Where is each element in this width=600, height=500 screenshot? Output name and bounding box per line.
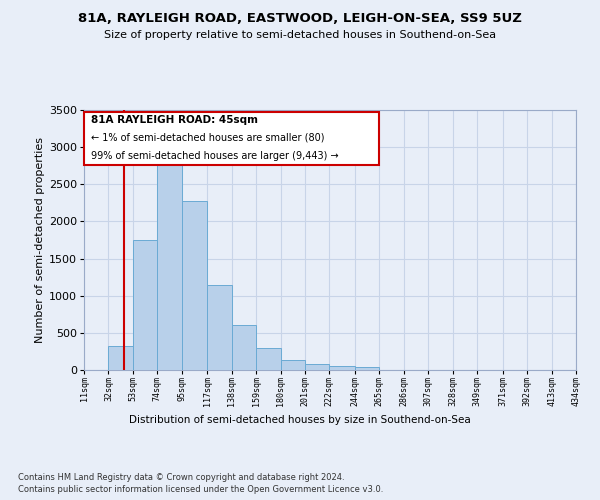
Bar [182,202,207,370]
Y-axis label: Number of semi-detached properties: Number of semi-detached properties [35,137,45,343]
Text: ← 1% of semi-detached houses are smaller (80): ← 1% of semi-detached houses are smaller… [91,132,325,142]
Bar [207,284,232,370]
Bar [355,366,379,370]
Bar [305,364,329,370]
Bar [232,326,256,370]
Bar [157,153,182,370]
Bar [109,346,133,370]
Text: Contains HM Land Registry data © Crown copyright and database right 2024.: Contains HM Land Registry data © Crown c… [18,472,344,482]
Bar [133,240,157,370]
Text: 99% of semi-detached houses are larger (9,443) →: 99% of semi-detached houses are larger (… [91,150,339,160]
Bar [281,360,305,370]
Text: Distribution of semi-detached houses by size in Southend-on-Sea: Distribution of semi-detached houses by … [129,415,471,425]
Text: 81A RAYLEIGH ROAD: 45sqm: 81A RAYLEIGH ROAD: 45sqm [91,115,259,125]
Text: Contains public sector information licensed under the Open Government Licence v3: Contains public sector information licen… [18,485,383,494]
Text: Size of property relative to semi-detached houses in Southend-on-Sea: Size of property relative to semi-detach… [104,30,496,40]
Text: 81A, RAYLEIGH ROAD, EASTWOOD, LEIGH-ON-SEA, SS9 5UZ: 81A, RAYLEIGH ROAD, EASTWOOD, LEIGH-ON-S… [78,12,522,26]
Bar [84,112,379,165]
Bar [256,348,281,370]
Bar [329,366,355,370]
